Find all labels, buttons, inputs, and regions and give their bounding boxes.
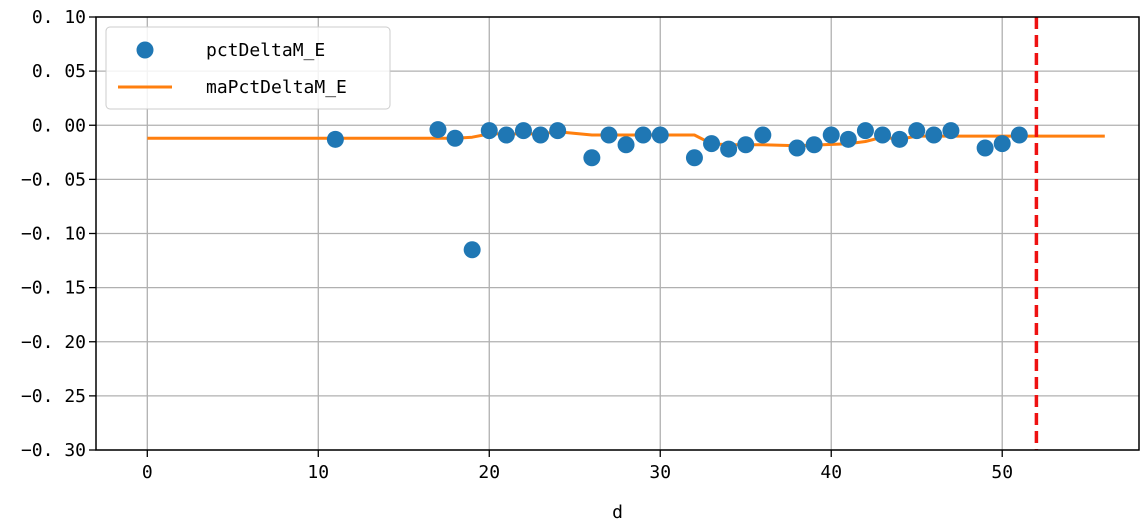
data-point: [976, 139, 994, 157]
x-tick-label: 30: [649, 462, 671, 483]
data-point: [617, 136, 635, 154]
data-point: [839, 130, 857, 148]
data-point: [549, 122, 567, 140]
y-tick-label: 0. 10: [32, 7, 86, 28]
data-point: [1010, 126, 1028, 144]
x-tick-label: 40: [820, 462, 842, 483]
data-point: [805, 136, 823, 154]
data-point: [634, 126, 652, 144]
x-tick-label: 10: [307, 462, 329, 483]
legend-box: [105, 26, 391, 110]
data-point: [514, 122, 532, 140]
data-point: [874, 126, 892, 144]
data-point: [925, 126, 943, 144]
x-axis-label: d: [612, 502, 623, 523]
y-tick-label: −0. 15: [21, 278, 86, 299]
y-tick-label: 0. 05: [32, 61, 86, 82]
y-tick-label: −0. 30: [21, 440, 86, 461]
data-point: [685, 149, 703, 167]
data-point: [480, 122, 498, 140]
data-point: [463, 241, 481, 259]
data-point: [754, 126, 772, 144]
data-point: [908, 122, 926, 140]
data-point: [993, 135, 1011, 153]
legend-label-pct: pctDeltaM_E: [206, 40, 325, 61]
y-tick-label: −0. 25: [21, 386, 86, 407]
data-point: [532, 126, 550, 144]
data-point: [788, 139, 806, 157]
data-point: [497, 126, 515, 144]
legend: pctDeltaM_E maPctDeltaM_E: [105, 26, 391, 110]
data-point: [600, 126, 618, 144]
x-tick-label: 0: [142, 462, 153, 483]
data-point: [429, 121, 447, 139]
y-ticks: 0. 10 0. 05 0. 00 −0. 05 −0. 10 −0. 15 −0. 20 −…: [21, 7, 96, 461]
legend-label-ma: maPctDeltaM_E: [206, 77, 347, 98]
pct-series: [326, 121, 1028, 259]
x-tick-label: 50: [991, 462, 1013, 483]
legend-marker-pct: [136, 41, 154, 59]
data-point: [720, 140, 738, 158]
y-tick-label: 0. 00: [32, 115, 86, 136]
y-tick-label: −0. 10: [21, 224, 86, 245]
data-point: [891, 130, 909, 148]
data-point: [703, 135, 721, 153]
data-point: [446, 129, 464, 147]
y-tick-label: −0. 05: [21, 169, 86, 190]
data-point: [942, 122, 960, 140]
data-point: [856, 122, 874, 140]
plot-frame: [95, 16, 1140, 451]
data-point: [583, 149, 601, 167]
data-point: [326, 130, 344, 148]
x-ticks: 0 10 20 30 40 50: [142, 450, 1013, 483]
x-tick-label: 20: [478, 462, 500, 483]
data-point: [822, 126, 840, 144]
y-tick-label: −0. 20: [21, 332, 86, 353]
data-point: [737, 136, 755, 154]
data-point: [651, 126, 669, 144]
